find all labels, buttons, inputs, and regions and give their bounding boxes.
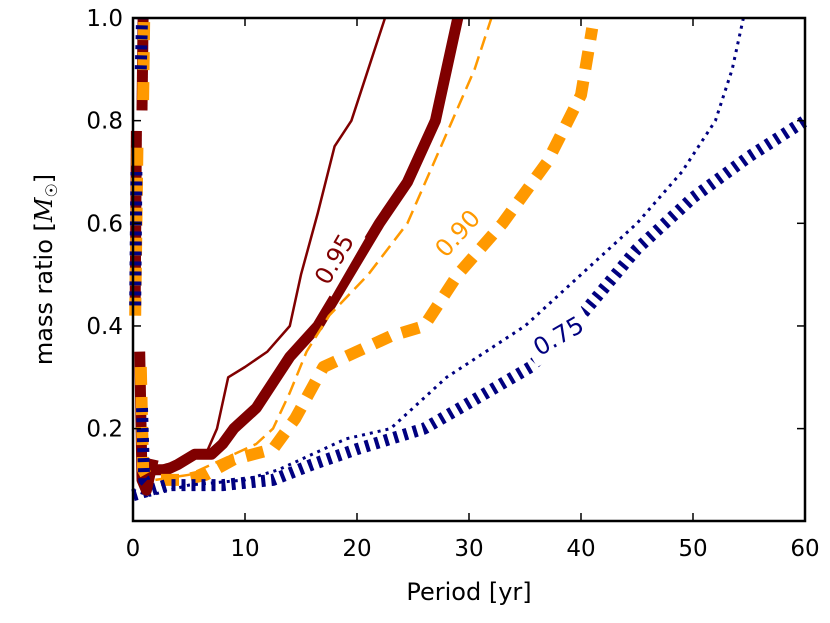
series-line-0-90 bbox=[161, 27, 599, 486]
series-line-0-75-thin bbox=[132, 17, 745, 497]
contour-label-bg-0-75 bbox=[521, 305, 597, 368]
y-axis-label-main: mass ratio [ bbox=[30, 222, 58, 365]
y-axis-label-symbol: M bbox=[30, 196, 58, 223]
y-tick-label: 0.6 bbox=[86, 211, 123, 237]
x-tick-label: 0 bbox=[126, 536, 141, 562]
x-tick-label: 40 bbox=[566, 536, 595, 562]
x-tick-label: 10 bbox=[230, 536, 259, 562]
x-tick-label: 60 bbox=[790, 536, 819, 562]
series-line-0-75 bbox=[131, 115, 809, 502]
series-line-0-95 bbox=[149, 16, 464, 476]
series-layer bbox=[129, 16, 809, 502]
x-tick-label: 20 bbox=[342, 536, 371, 562]
y-tick-label: 1.0 bbox=[86, 6, 123, 32]
x-tick-label: 50 bbox=[678, 536, 707, 562]
contour-label-bg-0-90 bbox=[423, 197, 493, 270]
x-axis-label: Period [yr] bbox=[406, 578, 531, 606]
x-tick-label: 30 bbox=[454, 536, 483, 562]
y-tick-label: 0.8 bbox=[86, 109, 123, 135]
y-axis-label-sub: ☉ bbox=[42, 183, 61, 197]
y-tick-label: 0.4 bbox=[86, 314, 123, 340]
y-tick-label: 0.2 bbox=[86, 417, 123, 443]
y-axis-label: mass ratio [M☉] bbox=[30, 174, 61, 365]
y-axis-label-close: ] bbox=[30, 174, 58, 183]
series-line-top-spike-navy bbox=[134, 17, 148, 70]
series-line-low-spike-navy bbox=[136, 407, 154, 490]
series-line-low-spike-dark-red bbox=[134, 351, 159, 496]
axis-ticks: 0 10 20 30 40 50 60 0.2 0.4 0.6 0.8 1.0 bbox=[86, 6, 819, 562]
series-line-short-period-spike-navy bbox=[129, 171, 143, 306]
contour-label-bg-0-95 bbox=[303, 221, 366, 297]
